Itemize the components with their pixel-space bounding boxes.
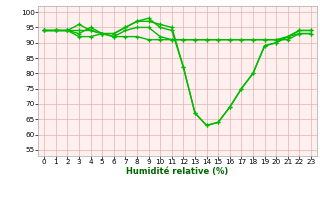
X-axis label: Humidité relative (%): Humidité relative (%) [126, 167, 229, 176]
